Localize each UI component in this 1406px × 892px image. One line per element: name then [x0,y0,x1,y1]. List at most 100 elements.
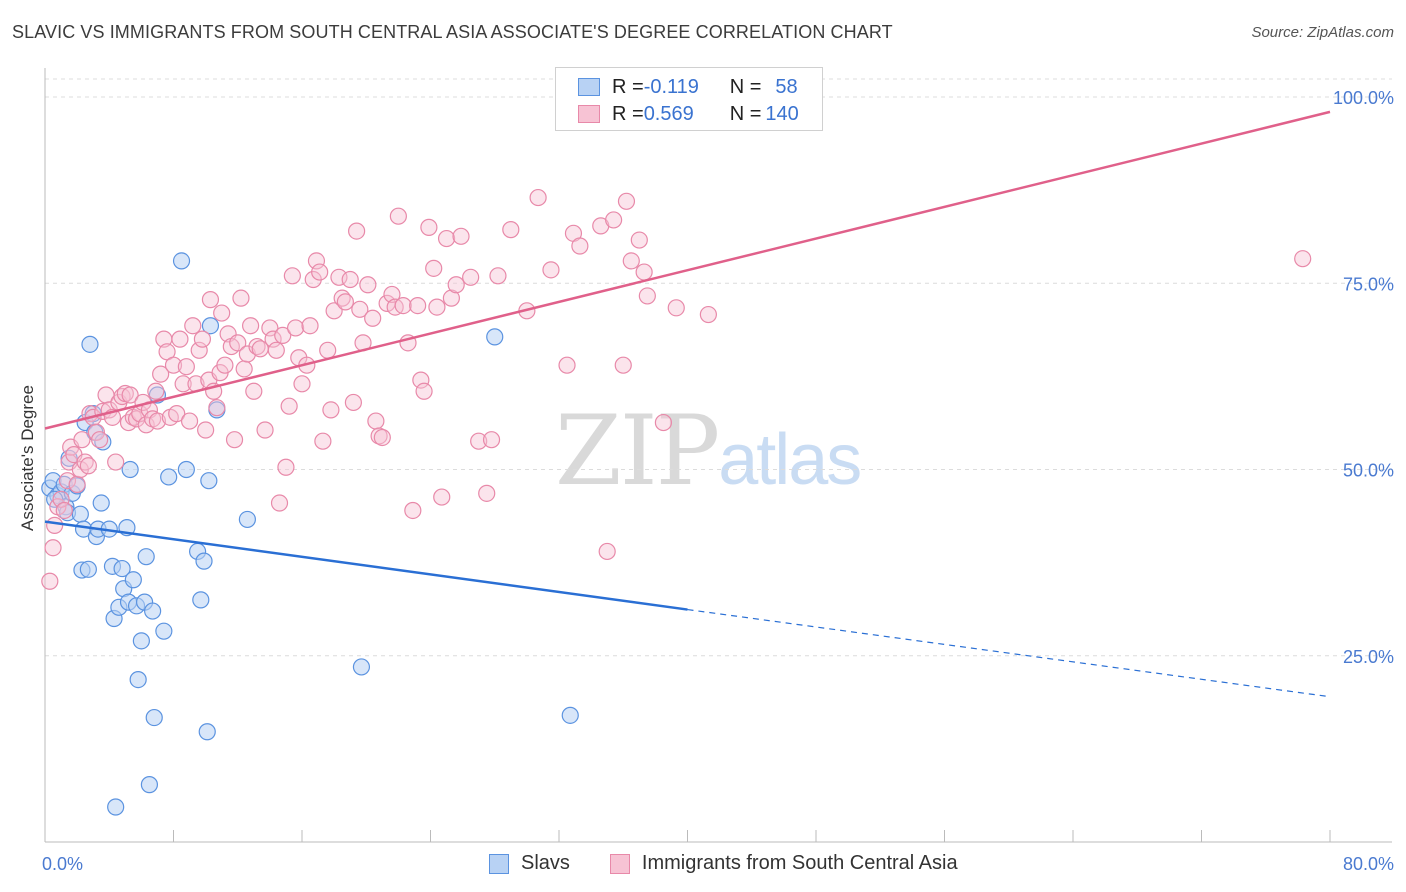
immigrants-point [174,375,192,393]
legend-r-value: -0.119 [643,75,699,98]
immigrants-point [425,259,443,277]
legend-r-label: R = [612,102,644,125]
slavs-point [124,571,142,589]
immigrants-point [46,516,64,534]
immigrants-point [638,287,656,305]
immigrants-point [267,341,285,359]
slavs-point [132,632,150,650]
legend-swatch-immigrants [578,105,600,123]
bottom-legend-swatch-immigrants [609,853,630,874]
bottom-legend-slavs: Slavs [521,852,570,874]
slavs-point [145,708,163,727]
immigrants-point [478,484,496,502]
immigrants-point [180,412,199,430]
slavs-point [92,494,110,512]
slavs-point [155,622,173,640]
immigrants-points [41,188,1312,590]
immigrants-point [482,431,501,449]
slavs-point [177,460,195,479]
immigrants-point [605,211,623,229]
immigrants-point [91,431,109,449]
immigrants-point [630,231,648,249]
trend-lines [44,110,1331,698]
immigrants-point [336,293,354,311]
immigrants-point [325,302,343,320]
watermark-zip: ZIP [555,395,720,507]
legend-n-label: N = [729,75,762,98]
immigrants-point [462,268,480,286]
slavs-point [561,706,579,724]
immigrants-point [286,319,305,337]
immigrants-point [277,458,295,476]
bottom-legend-immigrants: Immigrants from South Central Asia [641,852,958,874]
slavs-point [192,591,210,609]
immigrants-point [171,330,189,348]
immigrants-point [502,221,520,239]
slavs-point [144,602,162,620]
immigrants-point [617,192,636,210]
immigrants-point [58,472,77,490]
immigrants-point [256,421,274,439]
slavs-points [41,252,579,816]
slavs-point [238,510,256,529]
immigrants-point [152,365,170,383]
immigrants-point [428,298,446,316]
immigrants-point [264,330,282,348]
immigrants-point [614,356,632,374]
slavs-point [113,559,131,578]
immigrants-point [168,405,186,423]
y-tick-label: 75.0% [1343,274,1394,294]
immigrants-point [280,397,298,415]
immigrants-point [242,317,260,335]
immigrants-point [293,375,311,393]
immigrants-point [412,371,430,389]
immigrants-point [364,309,382,327]
immigrants-point [447,276,465,294]
tick-labels: 25.0% 50.0% 75.0% 100.0% 0.0% 80.0% [42,88,1394,874]
slavs-point [172,252,191,270]
slavs-point [201,317,220,335]
immigrants-point [261,319,279,337]
immigrants-point [667,299,685,317]
immigrants-point [245,382,263,400]
immigrants-point [433,488,451,506]
immigrants-point [229,334,247,352]
y-tick-label: 100.0% [1333,88,1394,108]
slavs-point [129,670,147,689]
immigrants-point [470,432,488,450]
immigrants-point [598,542,616,561]
bottom-legend: Slavs Immigrants from South Central Asia [489,852,958,875]
immigrants-point [193,330,212,348]
immigrants-point [415,382,433,400]
immigrants-point [216,356,234,374]
slavs-point [195,552,213,570]
immigrants-point [394,297,412,315]
immigrants-point [383,285,401,304]
y-tick-label: 25.0% [1343,647,1394,667]
immigrants-point [404,501,422,520]
immigrants-point [232,289,250,307]
slavs-point [121,460,139,479]
immigrants-point [314,432,332,450]
immigrants-point [79,457,97,475]
immigrants-point [307,252,326,270]
slavs-trend-line [44,520,688,611]
immigrants-point [437,229,456,248]
y-axis-title: Associate's Degree [18,385,37,531]
legend-n-value: 140 [765,102,799,125]
slavs-point [107,798,125,816]
immigrants-point [351,300,369,318]
immigrants-point [452,227,470,245]
chart-title: SLAVIC VS IMMIGRANTS FROM SOUTH CENTRAL … [12,22,893,42]
slavs-point [79,560,97,578]
immigrants-trend-line [44,110,1331,430]
slavs-point [200,472,218,490]
immigrants-point [55,501,73,520]
slavs-point [71,505,89,523]
immigrants-point [389,207,407,225]
immigrants-point [52,490,70,508]
slavs-point [160,468,178,486]
immigrants-point [344,393,362,412]
immigrants-point [44,539,62,557]
